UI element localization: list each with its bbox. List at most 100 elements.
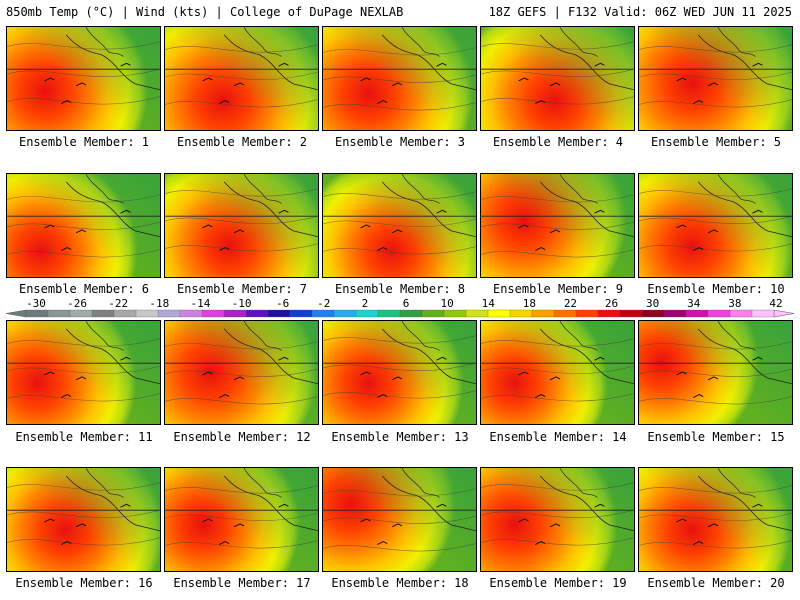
colorbar-tick-label: 34 <box>687 297 701 310</box>
isotherm-contour <box>323 218 476 227</box>
wind-barb <box>75 82 87 87</box>
colorbar-tick-label: -30 <box>26 297 46 310</box>
ensemble-member-caption: Ensemble Member: 10 <box>647 282 785 296</box>
coastline <box>697 328 792 385</box>
isotherm-contour <box>7 338 160 347</box>
colorbar-swatch <box>641 309 665 318</box>
colorbar-tick-label: -2 <box>317 297 331 310</box>
isotherm-contour <box>165 99 318 108</box>
isotherm-contour <box>481 365 634 374</box>
isotherm-contour <box>7 194 160 203</box>
ensemble-member-map-10 <box>638 173 793 278</box>
ensemble-member-caption: Ensemble Member: 7 <box>176 282 308 296</box>
wind-barb <box>752 209 763 214</box>
isotherm-contour <box>481 249 634 258</box>
ensemble-member-caption: Ensemble Member: 4 <box>492 135 624 149</box>
colorbar-swatch <box>201 309 225 318</box>
colorbar-swatch <box>267 309 291 318</box>
shoreline <box>401 468 440 498</box>
wind-barb <box>549 523 561 528</box>
shoreline <box>243 321 282 351</box>
isotherm-contour <box>639 512 792 521</box>
wind-barb <box>44 224 55 229</box>
wind-barb <box>44 77 55 82</box>
coastline <box>65 328 160 385</box>
wind-barb <box>120 62 131 67</box>
ensemble-member-caption: Ensemble Member: 18 <box>331 576 469 590</box>
wind-barb <box>594 503 605 508</box>
isotherm-contour <box>7 393 160 402</box>
wind-barb <box>377 100 388 104</box>
colorbar-swatch <box>113 309 137 318</box>
isotherm-contour <box>323 515 476 524</box>
shoreline <box>559 321 598 351</box>
isotherm-contour <box>639 71 792 80</box>
ensemble-member-map-16 <box>6 467 161 572</box>
ensemble-member-caption: Ensemble Member: 17 <box>173 576 311 590</box>
wind-barb <box>202 77 213 82</box>
colorbar-swatch <box>135 309 159 318</box>
cool-air-shading <box>639 321 792 424</box>
isotherm-contour <box>639 396 792 405</box>
ensemble-member-caption: Ensemble Member: 8 <box>334 282 466 296</box>
wind-barb <box>377 247 388 251</box>
wind-barb <box>518 224 529 229</box>
cool-air-shading <box>165 321 318 424</box>
isotherm-contour <box>7 249 160 258</box>
colorbar-swatch <box>421 309 445 318</box>
wind-barb <box>219 394 230 398</box>
isotherm-contour <box>323 74 476 83</box>
wind-barb <box>219 541 230 545</box>
wind-barb <box>535 100 546 104</box>
colorbar-tick-label: -14 <box>190 297 211 310</box>
wind-barb <box>752 356 763 361</box>
wind-barb <box>549 229 561 234</box>
isotherm-contour <box>165 341 318 350</box>
wind-barb <box>676 224 687 229</box>
wind-barb <box>518 518 529 523</box>
ensemble-member-caption: Ensemble Member: 20 <box>647 576 785 590</box>
coastline <box>697 181 792 238</box>
ensemble-member-map-20 <box>638 467 793 572</box>
wind-barb <box>233 229 245 234</box>
shoreline <box>559 27 598 57</box>
colorbar-tick-label: -10 <box>231 297 252 310</box>
colorbar-swatch <box>663 309 687 318</box>
isotherm-contour <box>165 396 318 405</box>
wind-barb <box>707 82 719 87</box>
colorbar-swatch <box>399 309 423 318</box>
wind-barb <box>707 523 719 528</box>
colorbar-tick-label: -22 <box>108 297 129 310</box>
isotherm-contour <box>323 246 476 255</box>
wind-barb <box>676 77 687 82</box>
wind-barb <box>377 541 388 545</box>
wind-barb <box>535 247 546 251</box>
temperature-colorbar <box>5 309 795 318</box>
isotherm-contour <box>323 362 476 371</box>
colorbar-tick-label: 18 <box>522 297 536 310</box>
colorbar-swatch <box>377 309 401 318</box>
ensemble-member-caption: Ensemble Member: 13 <box>331 430 469 444</box>
isotherm-contour <box>481 509 634 518</box>
colorbar-swatch <box>487 309 511 318</box>
wind-barb <box>693 394 704 398</box>
isotherm-contour <box>165 512 318 521</box>
wind-barb <box>61 100 72 104</box>
wind-barb <box>535 394 546 398</box>
colorbar-swatch <box>333 309 357 318</box>
coastline <box>223 475 318 532</box>
wind-barb <box>518 77 529 82</box>
ensemble-member-caption: Ensemble Member: 19 <box>489 576 627 590</box>
ensemble-member-caption: Ensemble Member: 16 <box>15 576 153 590</box>
wind-barb <box>752 62 763 67</box>
ensemble-member-caption: Ensemble Member: 15 <box>647 430 785 444</box>
wind-barb <box>278 209 289 214</box>
colorbar-swatch <box>597 309 621 318</box>
wind-barb <box>594 62 605 67</box>
coastline <box>223 34 318 91</box>
wind-barb <box>436 62 447 67</box>
wind-barb <box>278 356 289 361</box>
isotherm-contour <box>7 482 160 491</box>
colorbar-swatch <box>729 309 753 318</box>
ensemble-member-map-2 <box>164 26 319 131</box>
